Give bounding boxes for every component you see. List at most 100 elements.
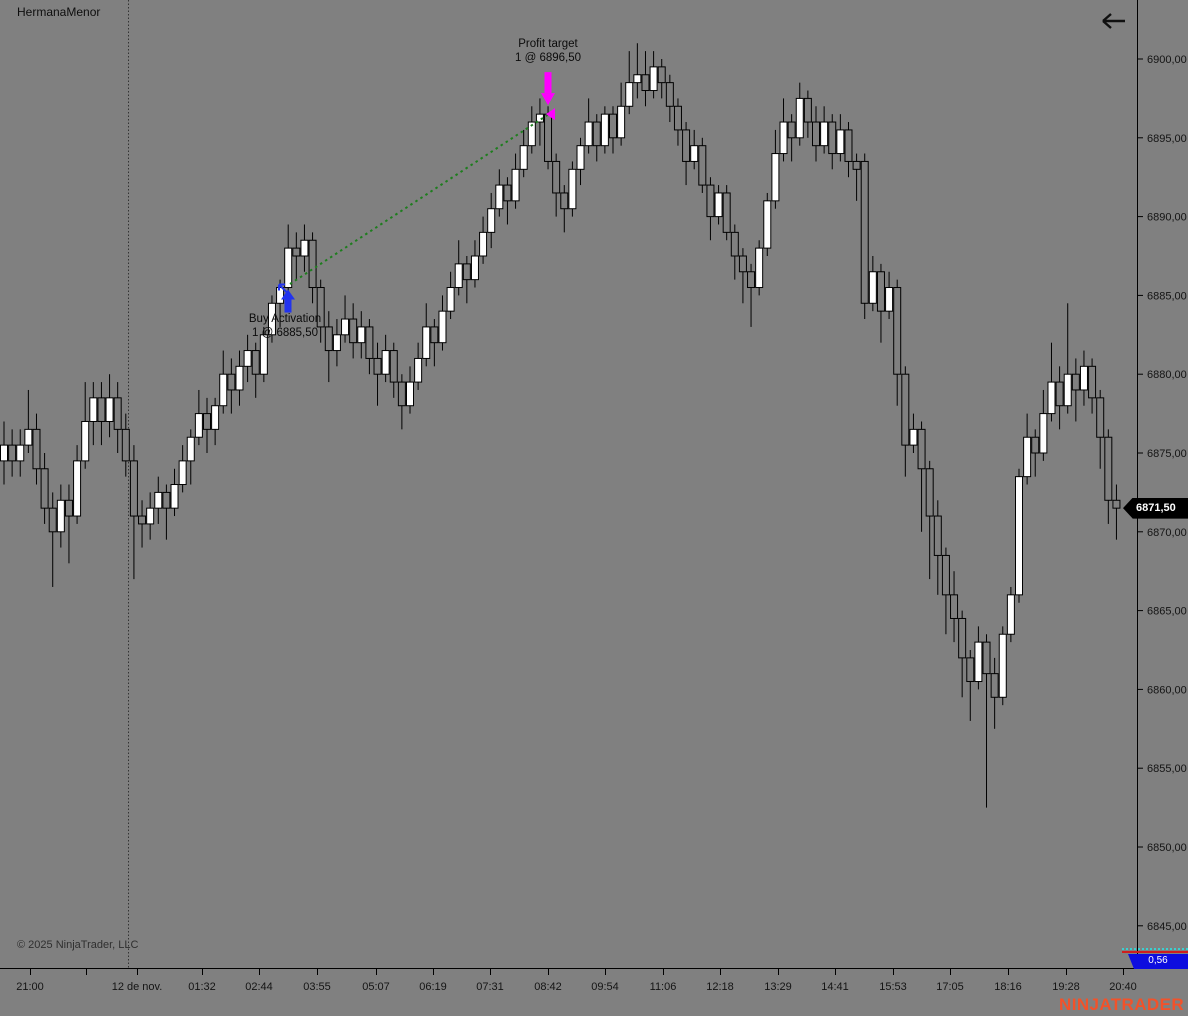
candle-up: [1015, 476, 1023, 596]
candle-up: [438, 310, 447, 344]
candle-up: [487, 208, 496, 233]
candle-down: [316, 287, 325, 328]
candle-down: [1088, 365, 1097, 399]
buy-activation-annotation[interactable]: Buy Activation 1 @ 6885,50: [205, 312, 365, 340]
candle-down: [901, 373, 910, 446]
candle-down: [876, 271, 885, 312]
candle-down: [129, 460, 138, 517]
candle-up: [1023, 436, 1032, 478]
candle-down: [1096, 397, 1105, 438]
time-tick-label: 20:40: [1109, 981, 1137, 993]
time-axis[interactable]: 21:00 12 de nov. 01:32 02:44 03:55 05:07 06:19…: [0, 968, 1188, 993]
candle-down: [373, 357, 382, 375]
candle-down: [292, 247, 301, 257]
candle-down: [803, 97, 812, 123]
candle-down: [251, 350, 260, 375]
time-tick-label: 13:29: [764, 981, 792, 993]
candle-up: [235, 365, 244, 391]
candle-up: [146, 507, 155, 525]
candle-down: [1055, 381, 1064, 407]
candle-up: [186, 436, 195, 462]
current-price-value: 6871,50: [1136, 501, 1176, 514]
buy-entry-arrow-icon: [278, 283, 291, 297]
candle-up: [219, 373, 228, 407]
candle-up: [341, 318, 350, 336]
countdown-tag: 0,56: [1128, 954, 1188, 969]
candle-down: [389, 350, 398, 383]
candle-up: [446, 287, 455, 312]
time-tick-label: 05:07: [362, 981, 390, 993]
candle-down: [324, 326, 333, 352]
candle-down: [365, 326, 374, 359]
price-tick-label: 6890,00: [1147, 212, 1187, 224]
candle-up: [568, 168, 577, 210]
price-tick-label: 6855,00: [1147, 763, 1187, 775]
candle-up: [1047, 381, 1056, 415]
candle-up: [170, 484, 179, 509]
candle-up: [470, 255, 479, 281]
back-arrow-icon[interactable]: [1097, 9, 1129, 33]
candle-down: [941, 554, 950, 596]
candle-up: [284, 247, 293, 289]
candle-down: [787, 121, 796, 139]
candle-down: [933, 515, 942, 556]
copyright-label: © 2025 NinjaTrader, LLC: [17, 939, 139, 951]
candle-up: [633, 74, 642, 84]
buy-activation-price: 1 @ 6885,50: [251, 327, 319, 339]
candle-up: [73, 460, 82, 517]
price-axis[interactable]: 6900,00 6895,00 6890,00 6885,00 6880,00 6875,…: [1137, 0, 1187, 968]
candle-down: [641, 74, 650, 92]
candle-down: [844, 129, 853, 162]
candle-down: [64, 499, 73, 517]
candle-up: [422, 326, 431, 359]
candle-up: [600, 113, 609, 147]
candle-down: [162, 491, 171, 509]
candle-down: [698, 145, 707, 186]
candle-up: [763, 200, 772, 249]
candle-down: [308, 239, 317, 289]
profit-target-annotation[interactable]: Profit target 1 @ 6896,50: [468, 37, 628, 65]
candle-up: [479, 231, 488, 257]
candle-down: [552, 160, 561, 194]
price-tick-label: 6895,00: [1147, 133, 1187, 145]
candle-up: [243, 350, 252, 367]
candles[interactable]: [0, 43, 1121, 808]
candle-up: [194, 413, 203, 438]
candle-up: [332, 334, 341, 352]
candle-up: [24, 428, 33, 446]
candle-up: [89, 397, 98, 422]
price-tick-label: 6880,00: [1147, 369, 1187, 381]
time-tick-label: 06:19: [419, 981, 447, 993]
candle-up: [625, 82, 634, 107]
candle-down: [730, 231, 739, 257]
time-tick-label: 08:42: [534, 981, 562, 993]
candle-up: [1039, 413, 1048, 454]
price-tick-label: 6885,00: [1147, 290, 1187, 302]
price-tick-label: 6900,00: [1147, 54, 1187, 66]
candle-up: [178, 460, 187, 486]
candle-down: [138, 515, 147, 525]
candle-down: [113, 397, 122, 430]
candle-up: [998, 633, 1007, 698]
candle-down: [8, 444, 17, 462]
candle-down: [592, 121, 601, 147]
candle-down: [32, 428, 41, 470]
candle-up: [617, 105, 626, 139]
candle-up: [909, 428, 918, 446]
current-price-tag: 6871,50: [1123, 497, 1188, 519]
candle-down: [982, 641, 991, 675]
candle-down: [397, 381, 406, 407]
trend-line[interactable]: [289, 113, 550, 285]
candle-up: [795, 97, 804, 139]
candle-up: [714, 192, 723, 218]
candle-up: [690, 145, 699, 162]
candle-down: [812, 121, 820, 147]
candle-down: [121, 428, 130, 462]
buy-activation-text: Buy Activation: [248, 313, 322, 325]
price-tick-label: 6850,00: [1147, 842, 1187, 854]
candle-up: [414, 357, 423, 383]
indicator-line-cyan: [1122, 948, 1188, 950]
brand-watermark: NINJATRADER: [1059, 995, 1184, 1014]
